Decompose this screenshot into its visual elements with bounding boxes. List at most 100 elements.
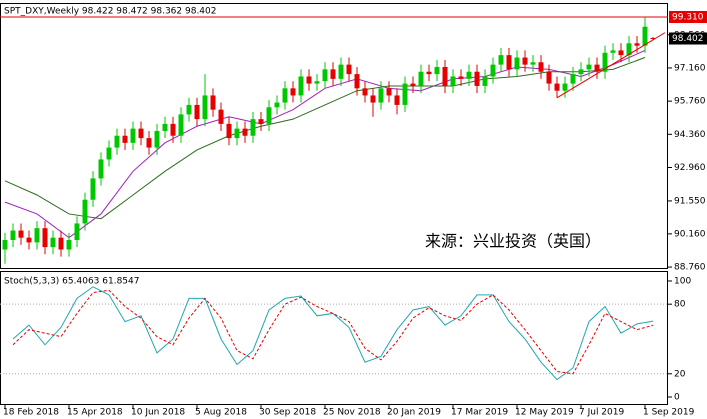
- candle-body: [490, 64, 496, 77]
- main-panel-frame: [0, 3, 668, 269]
- candle-body: [202, 95, 208, 120]
- candle-body: [458, 76, 464, 79]
- candle-body: [362, 88, 368, 96]
- candle-body: [226, 123, 232, 139]
- candle-body: [50, 237, 56, 248]
- candle-body: [530, 62, 536, 65]
- candle-body: [402, 83, 408, 105]
- candle-body: [170, 123, 176, 136]
- candle-body: [474, 71, 480, 86]
- candle-body: [330, 69, 336, 79]
- candle-body: [650, 38, 656, 40]
- x-tick-label: 10 Jun 2018: [131, 408, 185, 418]
- y-tick-label: 94.360: [674, 130, 706, 140]
- y-tick-label: 80: [674, 300, 686, 310]
- candle-body: [594, 64, 600, 72]
- stoch-line: [12, 289, 654, 375]
- candle-body: [442, 66, 448, 86]
- candle-body: [106, 147, 112, 160]
- candle-body: [114, 135, 120, 148]
- candle-body: [122, 135, 128, 143]
- candle-body: [554, 83, 560, 91]
- y-tick-label: 20: [674, 369, 686, 379]
- candle-body: [130, 128, 136, 143]
- candle-body: [562, 83, 568, 91]
- candle-body: [138, 128, 144, 139]
- candle-body: [450, 76, 456, 86]
- x-tick-label: 20 Jan 2019: [387, 408, 441, 418]
- x-tick-label: 18 Feb 2018: [3, 408, 59, 418]
- x-tick-label: 25 Nov 2018: [323, 408, 381, 418]
- candle-body: [370, 95, 376, 103]
- candle-body: [538, 62, 544, 72]
- candle-body: [426, 71, 432, 75]
- candle-body: [642, 26, 648, 46]
- candle-body: [634, 43, 640, 46]
- candle-body: [522, 57, 528, 65]
- candle-body: [218, 109, 224, 124]
- candle-body: [306, 76, 312, 84]
- y-tick-label: 90.160: [674, 229, 706, 239]
- x-tick-label: 17 Mar 2019: [451, 408, 508, 418]
- candle-body: [514, 57, 520, 70]
- candle-body: [234, 128, 240, 139]
- candle-body: [282, 88, 288, 103]
- candle-body: [586, 64, 592, 70]
- candle-body: [82, 199, 88, 224]
- candle-body: [346, 64, 352, 75]
- candle-body: [98, 159, 104, 179]
- candle-body: [410, 83, 416, 86]
- candle-body: [290, 88, 296, 96]
- candle-body: [162, 123, 168, 131]
- candle-body: [250, 119, 256, 136]
- candle-body: [18, 230, 24, 238]
- candle-body: [210, 95, 216, 110]
- candle-body: [546, 71, 552, 84]
- y-tick-label: 91.550: [674, 196, 706, 206]
- candle-body: [602, 52, 608, 72]
- stoch-panel-frame: [0, 271, 668, 405]
- price-label-box: [669, 10, 707, 23]
- candle-body: [626, 43, 632, 56]
- candle-body: [274, 102, 280, 108]
- candle-body: [194, 104, 200, 120]
- moving-average: [4, 57, 646, 220]
- y-tick-label: 92.960: [674, 163, 706, 173]
- x-tick-label: 1 Sep 2019: [643, 408, 695, 418]
- candle-body: [386, 88, 392, 96]
- candle-body: [258, 119, 264, 124]
- price-label: 99.310: [672, 12, 704, 22]
- candle-body: [2, 240, 8, 250]
- candle-body: [570, 74, 576, 84]
- y-tick-label: 100: [674, 276, 691, 286]
- candle-body: [298, 76, 304, 96]
- candle-body: [154, 130, 160, 148]
- candle-body: [498, 55, 504, 65]
- trend-line: [556, 32, 666, 99]
- candle-body: [378, 88, 384, 103]
- x-tick-label: 30 Sep 2018: [259, 408, 316, 418]
- candle-body: [66, 240, 72, 250]
- y-tick-label: 97.160: [674, 63, 706, 73]
- candle-body: [322, 69, 328, 82]
- y-tick-label: 0: [674, 392, 680, 402]
- candle-body: [34, 228, 40, 243]
- stoch-title: Stoch(5,3,3) 65.4063 61.8547: [4, 277, 139, 287]
- candle-body: [146, 138, 152, 148]
- candle-body: [354, 74, 360, 89]
- candle-body: [74, 223, 80, 241]
- x-tick-label: 7 Jul 2019: [579, 408, 624, 418]
- candle-body: [26, 237, 32, 243]
- candle-body: [314, 81, 320, 84]
- x-tick-label: 5 Aug 2018: [195, 408, 247, 418]
- candle-body: [418, 71, 424, 86]
- candle-body: [186, 104, 192, 115]
- candle-body: [434, 66, 440, 75]
- last-price-box: [669, 32, 707, 45]
- x-tick-label: 15 Apr 2018: [67, 408, 123, 418]
- candle-body: [90, 178, 96, 200]
- watermark: 来源：兴业投资（英国）: [425, 232, 601, 251]
- candle-body: [266, 107, 272, 124]
